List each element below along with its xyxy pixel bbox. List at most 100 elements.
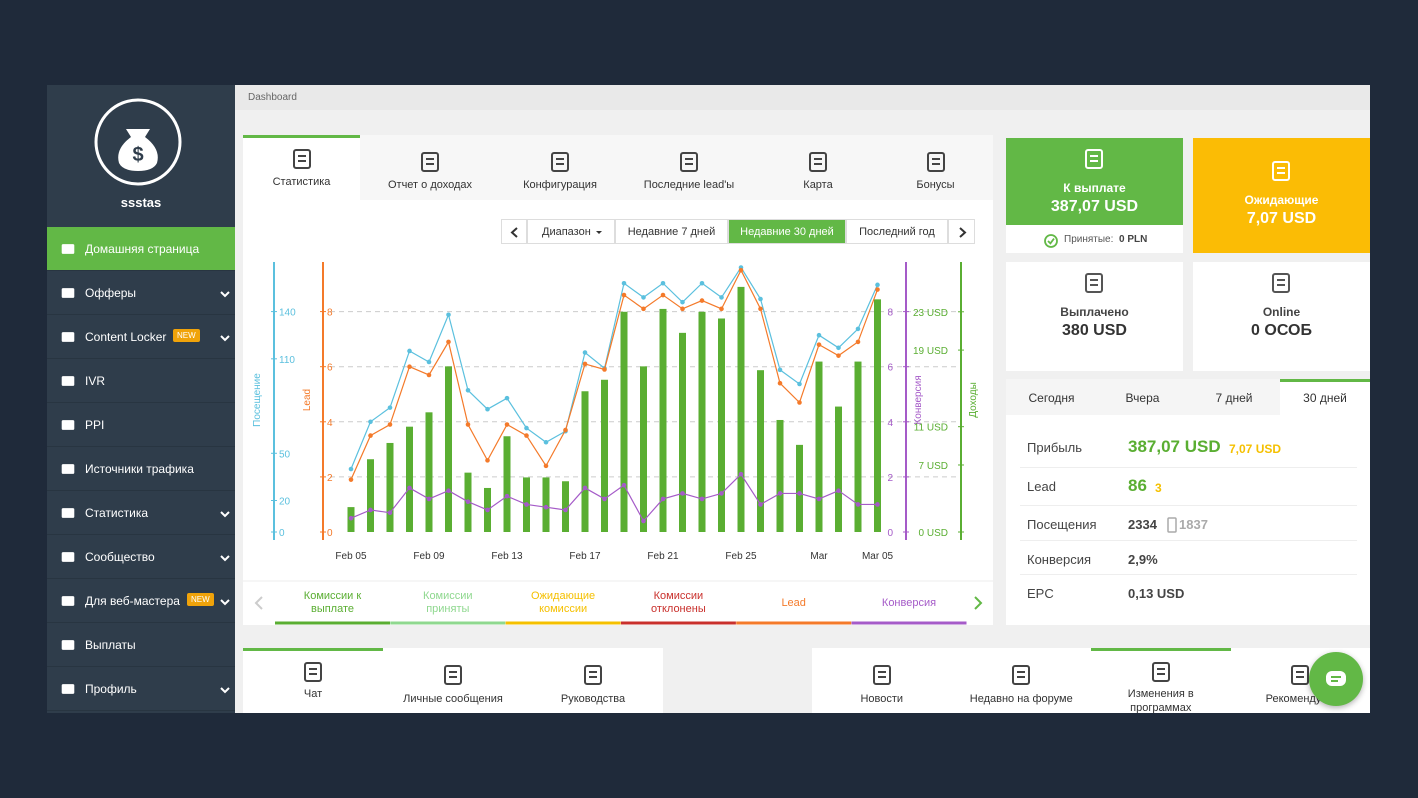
menu-item[interactable]: Выплаты	[47, 623, 235, 667]
menu-item[interactable]: Для веб-мастера NEW	[47, 579, 235, 623]
bottom-tab[interactable]: Личные сообщения	[383, 648, 523, 713]
icon	[1272, 161, 1290, 181]
menu-item[interactable]: Сообщество	[47, 535, 235, 579]
line-dot	[816, 496, 822, 502]
bar	[659, 308, 667, 532]
app: $ ssstas Домашняя страница Офферы Content …	[47, 85, 1370, 713]
tab-label: Конфигурация	[523, 179, 597, 191]
bar	[640, 366, 647, 532]
y-tick-label: 0	[279, 528, 285, 539]
bottom-tab[interactable]: Руководства	[523, 648, 663, 713]
line-dot	[641, 295, 646, 300]
line-dot	[426, 359, 432, 365]
legend-label[interactable]: Комиссии приняты	[423, 590, 473, 615]
badge: NEW	[187, 593, 214, 606]
period-label: 30 дней	[1303, 391, 1347, 405]
x-tick-label: Feb 21	[647, 551, 679, 562]
menu-label: Для веб-мастера	[85, 594, 180, 608]
line-dot	[660, 496, 666, 502]
legend-label[interactable]: Lead	[781, 596, 806, 609]
bottom-label: Чат	[303, 688, 323, 700]
line-dot	[660, 292, 666, 298]
line-dot	[504, 493, 510, 499]
line-dot	[407, 364, 412, 369]
line-dot	[758, 296, 763, 302]
card[interactable]: Ожидающие 7,07 USD	[1193, 138, 1370, 253]
tab[interactable]: Статистика	[243, 135, 360, 200]
legend-label[interactable]: Комиссии к выплате	[303, 590, 362, 615]
username: ssstas	[120, 195, 162, 210]
icon	[1167, 517, 1177, 533]
bottom-tab[interactable]: Изменения в программах	[1091, 648, 1231, 713]
bar	[562, 481, 569, 532]
menu-item[interactable]: Профиль	[47, 667, 235, 711]
card-value: 380 USD	[1062, 322, 1127, 339]
line-dot	[387, 405, 393, 410]
bar	[601, 379, 608, 532]
y-tick-label: 2	[887, 473, 893, 484]
line	[350, 266, 879, 470]
line-dot	[855, 339, 861, 345]
range-button[interactable]: Диапазон	[527, 219, 615, 244]
chart: 0 20 50 110 140 Посещение 0 2 4 6 8 Lead 0 2 4 6 8 Конвер…	[243, 262, 993, 625]
y-tick-label: 7 USD	[919, 461, 948, 472]
menu-item[interactable]: Офферы	[47, 271, 235, 315]
bottom-tab[interactable]: Недавно на форуме	[951, 648, 1091, 713]
icon	[959, 227, 967, 238]
range-next[interactable]	[948, 219, 975, 244]
icon	[61, 640, 75, 650]
menu-item[interactable]: PPI	[47, 403, 235, 447]
period-tab[interactable]: Вчера	[1097, 379, 1188, 415]
menu-item[interactable]: Домашняя страница	[47, 227, 235, 271]
menu-item[interactable]: Статистика	[47, 491, 235, 535]
range-button[interactable]: Последний год	[846, 219, 948, 244]
line-dot	[816, 342, 822, 347]
period-tab[interactable]: Сегодня	[1006, 379, 1097, 415]
range-prev[interactable]	[501, 219, 527, 244]
stat-value: 2,9%	[1128, 552, 1158, 567]
legend-label[interactable]: Ожидающие комиссии	[531, 590, 596, 615]
range-button[interactable]: Недавние 30 дней	[728, 219, 846, 244]
menu-item[interactable]: IVR	[47, 359, 235, 403]
bottom-tab[interactable]: Новости	[812, 648, 952, 713]
card-title: Online	[1262, 305, 1301, 319]
period-tab[interactable]: 30 дней	[1280, 379, 1370, 415]
menu-label: Content Locker	[85, 330, 167, 344]
card[interactable]: К выплате 387,07 USD Принятые: 0 PLN	[1006, 138, 1183, 253]
line-dot	[524, 425, 529, 431]
menu-item[interactable]: Источники трафика	[47, 447, 235, 491]
tab[interactable]: Последние lead'ы	[620, 135, 758, 200]
chat-button[interactable]	[1309, 652, 1363, 706]
period-label: 7 дней	[1215, 391, 1253, 405]
line-dot	[836, 488, 841, 493]
legend-label[interactable]: Конверсия	[881, 596, 937, 609]
line-dot	[758, 306, 763, 312]
y-tick-label: 8	[327, 308, 333, 319]
stat-label: Lead	[1027, 479, 1056, 494]
menu-item[interactable]: Content Locker NEW	[47, 315, 235, 359]
card-title: Выплачено	[1060, 305, 1129, 319]
range-label: Недавние 30 дней	[740, 226, 834, 238]
line-dot	[738, 267, 744, 273]
x-tick-label: Feb 09	[413, 551, 445, 562]
legend-label[interactable]: Комиссии отклонены	[651, 590, 706, 615]
range-button[interactable]: Недавние 7 дней	[615, 219, 728, 244]
icon	[1085, 149, 1103, 169]
period-tab[interactable]: 7 дней	[1188, 379, 1280, 415]
range-label: Недавние 7 дней	[627, 226, 716, 238]
tab-label: Отчет о доходах	[387, 179, 473, 191]
stat-label: Посещения	[1027, 517, 1097, 532]
stat-value: 387,07 USD	[1128, 437, 1221, 456]
card[interactable]: Online 0 ОСОБ	[1193, 262, 1370, 371]
tab[interactable]: Карта	[758, 135, 878, 200]
x-tick-label: Mar	[810, 551, 828, 562]
line-dot	[699, 496, 705, 502]
tab[interactable]: Отчет о доходах	[360, 135, 500, 200]
line-dot	[719, 295, 724, 300]
card[interactable]: Выплачено 380 USD	[1006, 262, 1183, 371]
line-dot	[621, 292, 627, 298]
bottom-tab[interactable]: Чат	[243, 648, 383, 713]
line-dot	[875, 282, 880, 288]
tab[interactable]: Бонусы	[878, 135, 993, 200]
tab[interactable]: Конфигурация	[500, 135, 620, 200]
